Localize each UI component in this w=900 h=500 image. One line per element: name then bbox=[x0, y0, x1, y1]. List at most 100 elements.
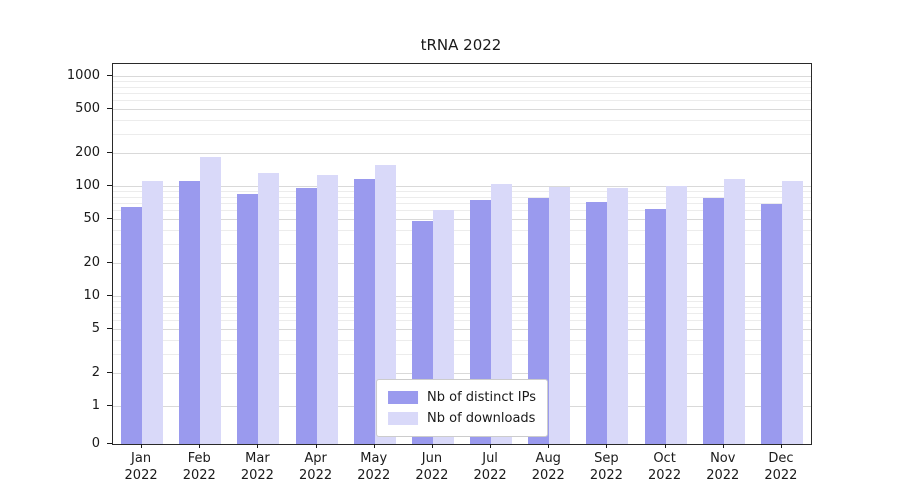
minor-gridline bbox=[113, 306, 811, 308]
y-tick-mark bbox=[107, 405, 112, 406]
minor-gridline bbox=[113, 196, 811, 198]
bar-downloads bbox=[316, 175, 338, 444]
y-tick-label: 10 bbox=[83, 288, 100, 303]
legend-swatch-distinct-ips bbox=[388, 391, 419, 404]
bar-distinct-ips bbox=[702, 197, 724, 444]
x-tick-label: Apr 2022 bbox=[299, 451, 333, 483]
minor-gridline bbox=[113, 313, 811, 315]
x-tick-mark bbox=[141, 444, 143, 448]
legend-swatch-downloads bbox=[388, 412, 419, 425]
y-tick-label: 0 bbox=[91, 436, 100, 451]
major-gridline bbox=[113, 219, 811, 221]
x-tick-label: Feb 2022 bbox=[182, 451, 216, 483]
x-tick-label: Nov 2022 bbox=[706, 451, 740, 483]
minor-gridline bbox=[113, 133, 811, 135]
major-gridline bbox=[113, 109, 811, 111]
legend: Nb of distinct IPs Nb of downloads bbox=[376, 379, 548, 437]
legend-label-downloads: Nb of downloads bbox=[427, 411, 536, 426]
x-tick-mark bbox=[257, 444, 259, 448]
bar-downloads bbox=[723, 179, 745, 444]
y-tick-mark bbox=[107, 443, 112, 444]
y-tick-label: 1000 bbox=[66, 68, 100, 83]
y-tick-label: 2 bbox=[91, 364, 100, 380]
major-gridline bbox=[113, 262, 811, 264]
x-tick-mark bbox=[199, 444, 201, 448]
y-tick-label: 50 bbox=[83, 211, 100, 227]
bar-distinct-ips bbox=[121, 206, 143, 444]
bar-distinct-ips bbox=[179, 181, 201, 444]
major-gridline bbox=[113, 152, 811, 154]
x-tick-label: May 2022 bbox=[357, 451, 391, 483]
bar-downloads bbox=[200, 156, 222, 444]
x-tick-label: Sep 2022 bbox=[589, 451, 623, 483]
y-tick-label: 5 bbox=[91, 321, 100, 337]
x-tick-mark bbox=[780, 444, 782, 448]
y-tick-mark bbox=[107, 75, 112, 76]
minor-gridline bbox=[113, 229, 811, 231]
x-tick-mark bbox=[431, 444, 433, 448]
bar-distinct-ips bbox=[644, 208, 666, 444]
y-tick-mark bbox=[107, 108, 112, 110]
y-tick-label: 200 bbox=[75, 144, 100, 160]
bar-distinct-ips bbox=[237, 193, 259, 444]
y-tick-label: 100 bbox=[75, 178, 100, 193]
x-tick-label: Dec 2022 bbox=[764, 451, 798, 483]
y-tick-mark bbox=[107, 295, 112, 296]
x-tick-mark bbox=[606, 444, 608, 448]
bar-distinct-ips bbox=[295, 188, 317, 444]
y-tick-mark bbox=[107, 261, 112, 263]
x-tick-label: Jul 2022 bbox=[473, 451, 507, 483]
plot-area: Nb of distinct IPs Nb of downloads bbox=[112, 63, 812, 445]
x-tick-mark bbox=[315, 444, 317, 448]
bar-downloads bbox=[374, 165, 396, 444]
x-tick-label: Mar 2022 bbox=[240, 451, 274, 483]
minor-gridline bbox=[113, 339, 811, 341]
y-tick-mark bbox=[107, 371, 112, 373]
y-tick-mark bbox=[107, 185, 112, 186]
minor-gridline bbox=[113, 320, 811, 322]
x-tick-label: Aug 2022 bbox=[531, 451, 565, 483]
legend-item-distinct-ips: Nb of distinct IPs bbox=[388, 387, 536, 408]
legend-item-downloads: Nb of downloads bbox=[388, 408, 536, 429]
bar-downloads bbox=[781, 180, 803, 444]
y-tick-label: 500 bbox=[75, 101, 100, 117]
x-tick-label: Jun 2022 bbox=[415, 451, 449, 483]
major-gridline bbox=[113, 186, 811, 187]
bar-downloads bbox=[142, 181, 164, 444]
bar-downloads bbox=[549, 187, 571, 444]
minor-gridline bbox=[113, 353, 811, 355]
major-gridline bbox=[113, 372, 811, 374]
x-tick-mark bbox=[490, 444, 492, 448]
x-tick-mark bbox=[373, 444, 375, 448]
minor-gridline bbox=[113, 86, 811, 88]
bar-distinct-ips bbox=[586, 201, 608, 444]
bar-downloads bbox=[258, 173, 280, 444]
x-tick-mark bbox=[722, 444, 724, 448]
minor-gridline bbox=[113, 210, 811, 212]
y-tick-mark bbox=[107, 151, 112, 153]
major-gridline bbox=[113, 329, 811, 331]
minor-gridline bbox=[113, 119, 811, 121]
bar-distinct-ips bbox=[760, 204, 782, 444]
x-tick-mark bbox=[664, 444, 666, 448]
major-gridline bbox=[113, 296, 811, 297]
minor-gridline bbox=[113, 100, 811, 102]
bar-downloads bbox=[665, 186, 687, 444]
y-tick-mark bbox=[107, 218, 112, 220]
bar-downloads bbox=[491, 183, 513, 444]
minor-gridline bbox=[113, 191, 811, 193]
x-tick-label: Oct 2022 bbox=[648, 451, 682, 483]
minor-gridline bbox=[113, 81, 811, 83]
bar-downloads bbox=[607, 188, 629, 444]
minor-gridline bbox=[113, 93, 811, 95]
major-gridline bbox=[113, 76, 811, 77]
minor-gridline bbox=[113, 203, 811, 205]
bar-distinct-ips bbox=[353, 179, 375, 444]
legend-label-distinct-ips: Nb of distinct IPs bbox=[427, 390, 536, 405]
x-tick-label: Jan 2022 bbox=[124, 451, 158, 483]
y-tick-label: 20 bbox=[83, 254, 100, 270]
x-tick-mark bbox=[548, 444, 550, 448]
minor-gridline bbox=[113, 301, 811, 303]
y-tick-mark bbox=[107, 328, 112, 330]
